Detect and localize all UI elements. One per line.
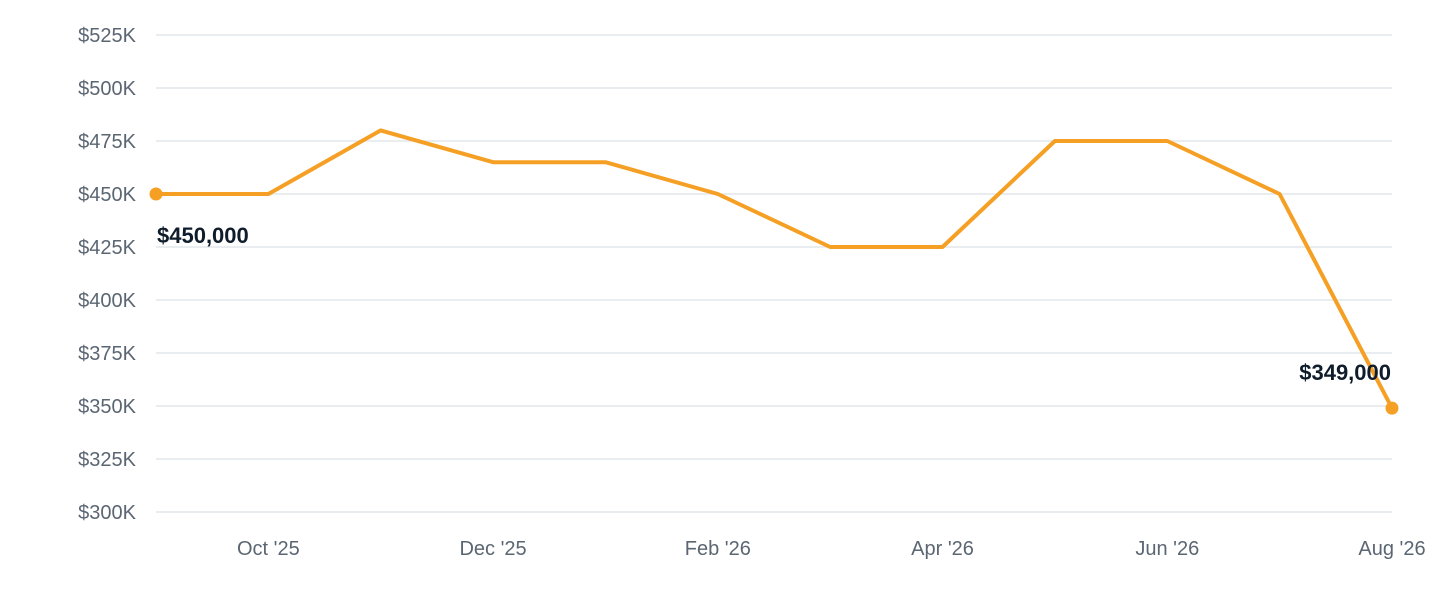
y-tick-label: $350K [78, 396, 136, 418]
x-tick-label: Feb '26 [685, 538, 751, 560]
end-point-marker[interactable] [1385, 401, 1399, 415]
y-tick-label: $475K [78, 131, 136, 153]
start-value-label: $450,000 [157, 223, 249, 248]
end-value-label: $349,000 [1299, 360, 1391, 385]
price-series-line [154, 128, 1394, 411]
y-tick-label: $425K [78, 237, 136, 259]
y-tick-label: $300K [78, 502, 136, 524]
y-tick-label: $325K [78, 449, 136, 471]
y-axis-tick-labels: $300K $325K $350K $375K $400K $425K $450K $475K… [78, 25, 136, 524]
y-tick-label: $525K [78, 25, 136, 47]
x-tick-label: Dec '25 [459, 538, 526, 560]
x-tick-label: Jun '26 [1135, 538, 1199, 560]
gridlines [156, 34, 1392, 513]
x-tick-label: Apr '26 [911, 538, 974, 560]
y-tick-label: $500K [78, 78, 136, 100]
y-tick-label: $450K [78, 184, 136, 206]
x-tick-label: Aug '26 [1358, 538, 1425, 560]
x-axis-tick-labels: Oct '25 Dec '25 Feb '26 Apr '26 Jun '26 Aug '… [237, 538, 1426, 560]
x-tick-label: Oct '25 [237, 538, 300, 560]
start-point-marker[interactable] [149, 187, 163, 201]
y-tick-label: $400K [78, 290, 136, 312]
y-tick-label: $375K [78, 343, 136, 365]
